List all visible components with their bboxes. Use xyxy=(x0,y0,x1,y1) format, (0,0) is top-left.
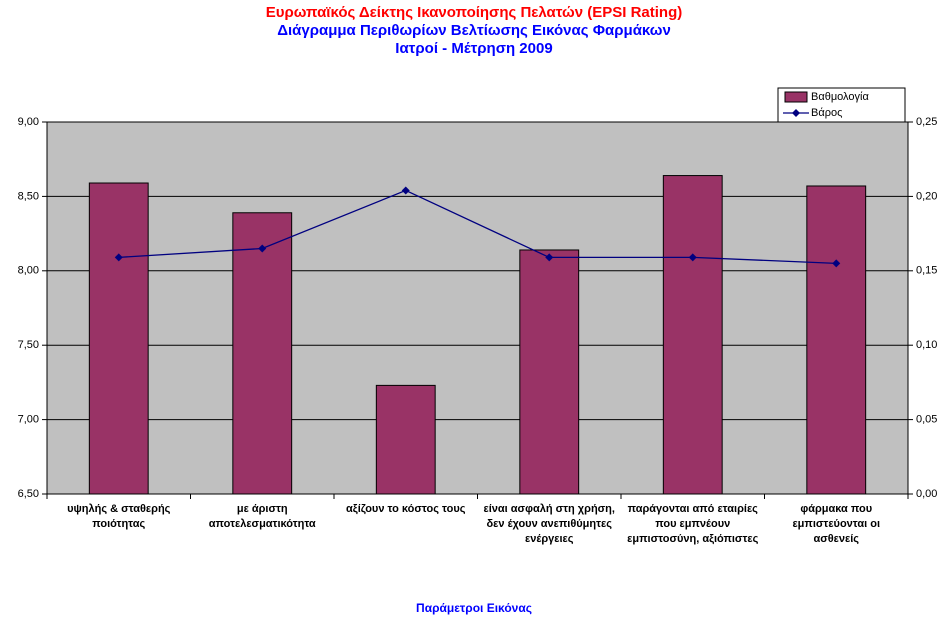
y-tick-label: 6,50 xyxy=(18,488,39,500)
y2-tick-label: 0,25 xyxy=(916,116,937,128)
chart-title: Ευρωπαϊκός Δείκτης Ικανοποίησης Πελατών … xyxy=(265,4,683,21)
legend-swatch xyxy=(784,91,808,103)
marker xyxy=(258,244,267,253)
marker xyxy=(832,259,841,268)
x-axis-title: Παράμετροι Εικόνας xyxy=(416,601,532,615)
bar xyxy=(662,175,723,495)
x-tick-label: αξίζουν το κόστος τους xyxy=(346,503,466,515)
x-tick-label: είναι ασφαλή στη χρήση, δεν έχουν ανεπιθ… xyxy=(483,503,615,545)
legend-label: Βάρος xyxy=(811,107,842,119)
x-tick-label: παράγονται από εταιρίες που εμπνέουν εμπ… xyxy=(627,503,759,545)
marker xyxy=(401,186,410,195)
bar xyxy=(806,185,867,495)
x-tick-label: φάρμακα που εμπιστεύονται οι ασθενείς xyxy=(792,503,881,545)
y2-tick-label: 0,10 xyxy=(916,339,937,351)
y-tick-label: 8,00 xyxy=(18,265,39,277)
chart-subtitle: Ιατροί - Μέτρηση 2009 xyxy=(395,40,553,57)
y-tick-label: 9,00 xyxy=(18,116,39,128)
bar xyxy=(375,384,436,495)
legend-swatch xyxy=(792,109,800,117)
y2-tick-label: 0,00 xyxy=(916,488,937,500)
marker xyxy=(688,253,697,262)
bar xyxy=(519,249,580,495)
x-tick-label: υψηλής & σταθερής ποιότητας xyxy=(67,503,171,530)
y2-tick-label: 0,15 xyxy=(916,265,937,277)
chart-subtitle: Διάγραμμα Περιθωρίων Βελτίωσης Εικόνας Φ… xyxy=(277,22,671,39)
y2-tick-label: 0,05 xyxy=(916,414,937,426)
x-tick-label: με άριστη αποτελεσματικότητα xyxy=(208,503,316,530)
bar xyxy=(232,212,293,495)
y-tick-label: 8,50 xyxy=(18,190,39,202)
line xyxy=(118,189,837,265)
legend-label: Βαθμολογία xyxy=(811,91,869,103)
marker xyxy=(114,253,123,262)
bar xyxy=(88,182,149,495)
y-tick-label: 7,00 xyxy=(18,414,39,426)
plot-area xyxy=(46,121,909,495)
y2-tick-label: 0,20 xyxy=(916,190,937,202)
y-tick-label: 7,50 xyxy=(18,339,39,351)
marker xyxy=(545,253,554,262)
